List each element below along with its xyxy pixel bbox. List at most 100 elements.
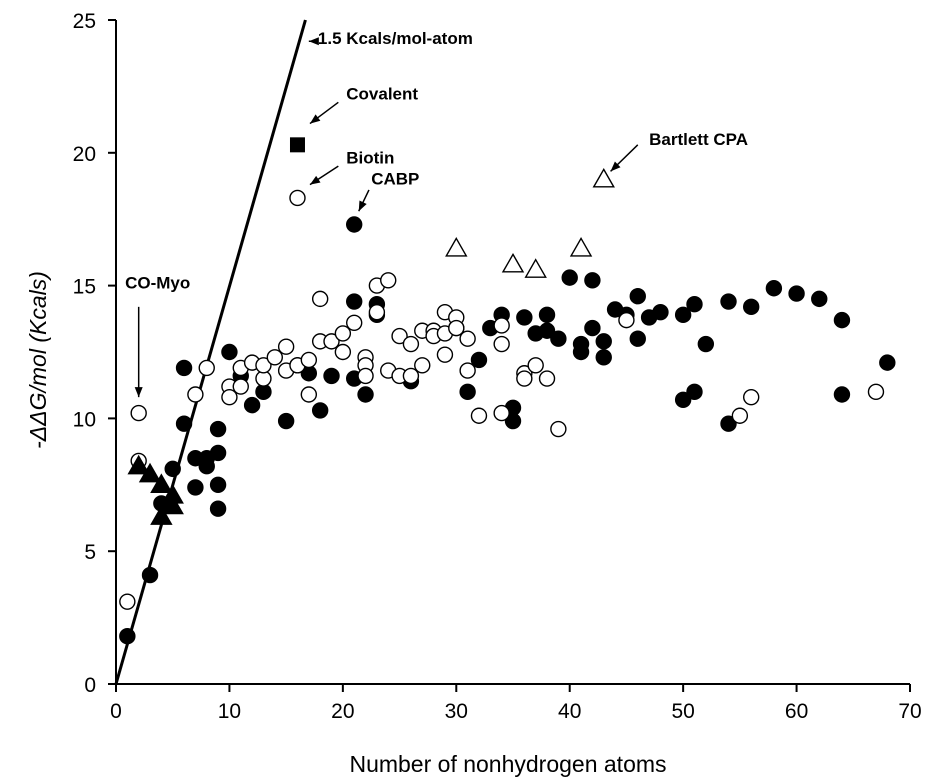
open-circle-point: [232, 378, 249, 395]
filled-circle-point: [459, 383, 476, 401]
filled-circle-point: [277, 412, 295, 430]
open-circle-point: [493, 317, 510, 334]
filled-circle-point: [538, 322, 556, 339]
filled-circle-point: [209, 500, 227, 517]
filled-circle-point: [584, 272, 601, 289]
filled-circle-point: [765, 280, 783, 297]
open-circle-point: [277, 338, 295, 355]
annotation-label: Bartlett CPA: [649, 130, 748, 149]
filled-circle-point: [595, 349, 612, 366]
filled-circle-point: [346, 293, 363, 310]
filled-circle-point: [720, 293, 737, 310]
y-tick-label: 10: [73, 408, 96, 431]
filled-circle-point: [243, 396, 261, 414]
open-circle-point: [493, 335, 510, 353]
filled-triangle-point: [138, 462, 162, 483]
filled-circle-point: [323, 367, 340, 385]
filled-circle-point: [879, 354, 896, 371]
filled-circle-point: [686, 295, 703, 313]
filled-circle-point: [175, 359, 193, 377]
filled-circle-point: [561, 269, 578, 286]
annotation-label: 1.5 Kcals/mol-atom: [318, 29, 473, 48]
filled-circle-point: [572, 343, 590, 361]
filled-circle-point: [686, 383, 703, 401]
open-circle-point: [221, 388, 238, 406]
annotation-arrow-head: [610, 161, 621, 172]
open-circle-point: [459, 362, 476, 379]
y-tick-label: 25: [73, 10, 96, 33]
filled-circle-point: [209, 444, 227, 462]
filled-circle-point: [538, 306, 556, 324]
filled-circle-point: [209, 420, 227, 438]
filled-circle-point: [164, 460, 181, 478]
filled-circle-point: [697, 335, 715, 353]
x-tick-label: 10: [218, 700, 241, 723]
annotation-label: CO-Myo: [125, 273, 190, 292]
filled-circle-point: [346, 216, 363, 233]
x-tick-label: 40: [558, 700, 581, 723]
filled-circle-point: [516, 309, 533, 326]
annotation-label: Covalent: [346, 85, 418, 104]
annotation-arrow-head: [134, 387, 143, 398]
open-circle-point: [448, 319, 465, 337]
filled-circle-point: [629, 330, 646, 347]
open-circle-point: [618, 311, 635, 329]
open-circle-point: [300, 351, 318, 369]
annotation-layer: 1.5 Kcals/mol-atom Covalent Biotin CABP Bart…: [125, 29, 748, 398]
annotation-arrow-head: [358, 200, 367, 212]
filled-circle-point: [470, 351, 488, 369]
x-tick-label: 0: [110, 700, 122, 723]
open-triangle-point: [592, 167, 615, 188]
open-triangle-point: [445, 237, 468, 257]
filled-square-point: [289, 137, 305, 153]
annotation-arrow-head: [309, 175, 321, 185]
open-circle-point: [187, 386, 204, 403]
filled-circle-point: [187, 479, 204, 496]
open-circle-point: [255, 357, 272, 374]
annotation-arrow-head: [309, 114, 321, 124]
open-circle-point: [527, 357, 544, 374]
axes: 0 10 20 30 40 50 60 70 0 5 10 15 20 25: [73, 10, 922, 723]
open-circle-point: [346, 314, 363, 331]
filled-circle-point: [175, 415, 193, 432]
open-circle-point: [368, 303, 386, 321]
open-circle-point: [516, 370, 533, 387]
open-circle-point: [266, 349, 283, 366]
open-circle-point: [402, 335, 420, 353]
filled-circle-point: [504, 412, 522, 430]
filled-triangle-point: [127, 454, 150, 475]
open-circle-point: [867, 383, 885, 401]
y-tick-label: 5: [84, 541, 96, 564]
annotation-label: Biotin: [346, 148, 394, 167]
filled-circle-point: [811, 290, 828, 308]
open-circle-point: [289, 189, 306, 207]
open-circle-point: [550, 420, 567, 438]
open-circle-point: [731, 407, 749, 424]
filled-circle-point: [221, 343, 238, 361]
open-circle-point: [414, 357, 431, 374]
filled-triangle-point: [150, 473, 173, 493]
filled-circle-point: [311, 402, 329, 419]
open-circle-point: [538, 370, 556, 387]
open-circle-point: [334, 343, 352, 361]
filled-circle-point: [652, 303, 669, 321]
x-tick-label: 60: [785, 700, 808, 723]
x-axis-title: Number of nonhydrogen atoms: [349, 751, 666, 777]
filled-circle-point: [141, 566, 159, 584]
filled-circle-point: [833, 386, 851, 403]
y-axis-title: -ΔΔG/mol (Kcals): [25, 271, 51, 449]
filled-circle-point: [788, 285, 805, 302]
filled-triangle-point: [150, 505, 173, 525]
open-circle-point: [470, 407, 488, 424]
open-circle-point: [357, 367, 374, 385]
x-tick-label: 70: [898, 700, 921, 723]
open-triangle-point: [569, 237, 593, 257]
filled-circle-point: [674, 306, 692, 324]
filled-circle-point: [743, 298, 760, 316]
open-triangle-point: [524, 258, 547, 278]
filled-circle-point: [674, 391, 692, 409]
filled-triangle-point: [161, 484, 184, 504]
filled-circle-point: [584, 319, 601, 337]
open-circle-point: [493, 404, 510, 422]
open-circle-point: [119, 593, 136, 610]
